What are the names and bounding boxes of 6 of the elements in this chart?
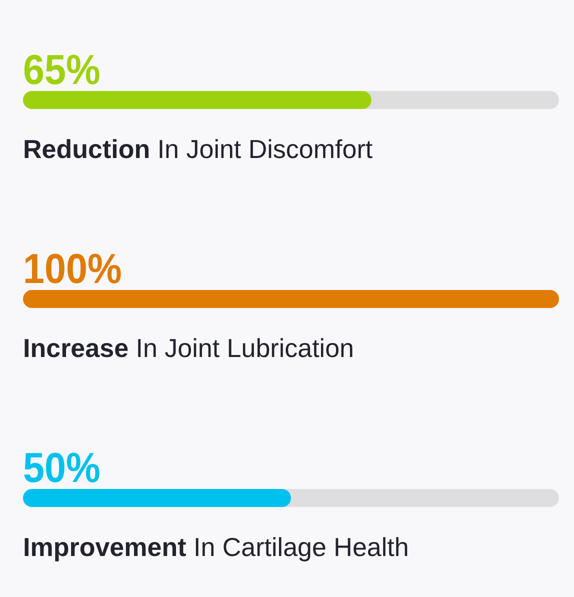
data-label: 100% xyxy=(23,244,122,292)
y-tick-label: Increase In Joint Lubrication xyxy=(23,333,354,363)
y-tick-label: Reduction In Joint Discomfort xyxy=(23,134,374,164)
data-label: 50% xyxy=(23,443,100,492)
data-label: 65% xyxy=(23,45,100,94)
y-tick-label: Improvement In Cartilage Health xyxy=(23,532,409,562)
